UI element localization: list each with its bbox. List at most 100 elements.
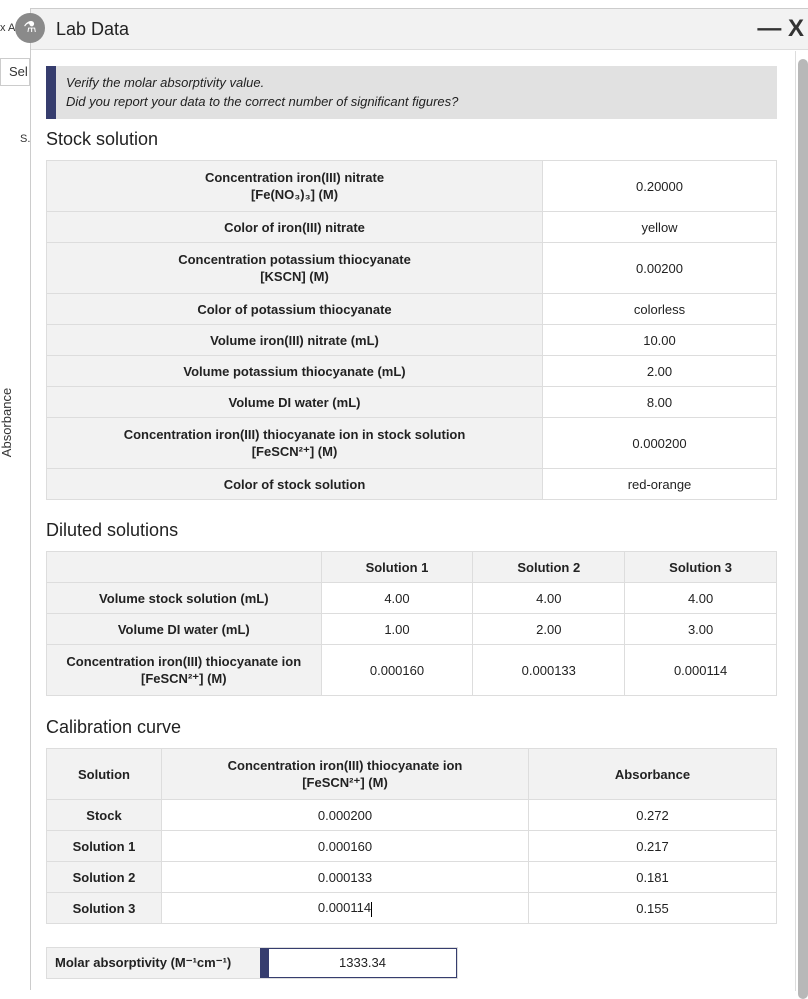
concentration-input[interactable]: 0.000133: [161, 861, 529, 893]
scroll-track: [795, 51, 796, 991]
table-row: Solution 1 0.000160 0.217: [46, 830, 777, 862]
background-label: S.: [20, 133, 31, 145]
row-value: red-orange: [542, 468, 777, 500]
label-unit: [Fe(NO₃)₃] (M): [250, 187, 339, 202]
cell-value: 1.00: [320, 613, 474, 645]
label-text: Volume DI water (mL): [228, 394, 361, 410]
label-text: Volume DI water (mL): [117, 621, 250, 637]
row-value: 10.00: [542, 324, 777, 356]
concentration-value: 0.000133: [317, 869, 373, 885]
row-label: Color of potassium thiocyanate: [46, 293, 543, 325]
header-unit: [FeSCN²⁺] (M): [302, 775, 388, 790]
table-row: Solution 3 0.000114 0.155: [46, 892, 777, 924]
diluted-table: Solution 1 Solution 2 Solution 3 Volume sto…: [46, 551, 777, 696]
feedback-callout: Verify the molar absorptivity value. Did…: [46, 66, 777, 119]
table-row: Volume iron(III) nitrate (mL) 10.00: [46, 324, 777, 356]
table-row: Concentration iron(III) nitrate [Fe(NO₃)₃…: [46, 160, 777, 212]
column-header: Solution 2: [472, 551, 626, 583]
cell-value: 4.00: [624, 582, 777, 614]
label-text: Volume stock solution (mL): [99, 590, 269, 606]
row-value: colorless: [542, 293, 777, 325]
absorbance-value: 0.155: [528, 892, 777, 924]
row-value: 0.00200: [542, 242, 777, 294]
cell-value: 4.00: [472, 582, 626, 614]
cell-value: 3.00: [624, 613, 777, 645]
absorbance-value: 0.181: [528, 861, 777, 893]
concentration-input[interactable]: 0.000160: [161, 830, 529, 862]
accent-bar: [260, 948, 268, 978]
row-value: 0.000200: [542, 417, 777, 469]
table-row: Concentration potassium thiocyanate [KSCN…: [46, 242, 777, 294]
background-axis-label: Absorbance: [0, 387, 15, 458]
title-bar: ⚗ Lab Data — X: [15, 9, 808, 50]
concentration-input[interactable]: 0.000114: [161, 892, 529, 924]
table-header: Solution 1 Solution 2 Solution 3: [46, 551, 777, 583]
table-row: Stock 0.000200 0.272: [46, 799, 777, 831]
row-value: 2.00: [542, 355, 777, 387]
label-text: Color of potassium thiocyanate: [197, 301, 392, 317]
text-cursor: [371, 901, 373, 917]
column-header: Absorbance: [528, 748, 777, 800]
label-unit: [FeSCN²⁺] (M): [251, 444, 338, 459]
label-text: Volume potassium thiocyanate (mL): [183, 363, 406, 379]
cell-value: 0.000114: [624, 644, 777, 696]
lab-data-window: ⚗ Lab Data — X Verify the molar absorpti…: [15, 8, 808, 999]
label-text: Concentration iron(III) thiocyanate ion: [66, 654, 302, 669]
row-label: Color of iron(III) nitrate: [46, 211, 543, 243]
label-text: Concentration iron(III) nitrate: [204, 170, 385, 185]
row-label: Volume DI water (mL): [46, 386, 543, 418]
row-value: yellow: [542, 211, 777, 243]
cell-value: 4.00: [320, 582, 474, 614]
solution-label: Stock: [46, 799, 162, 831]
molar-absorptivity-label: Molar absorptivity (M⁻¹cm⁻¹): [47, 948, 260, 978]
flask-icon: ⚗: [15, 13, 45, 43]
solution-label: Solution 1: [46, 830, 162, 862]
table-row: Concentration iron(III) thiocyanate ion […: [46, 644, 777, 696]
absorbance-value: 0.217: [528, 830, 777, 862]
column-header: Solution 1: [320, 551, 474, 583]
molar-absorptivity-row: Molar absorptivity (M⁻¹cm⁻¹) 1333.34: [46, 947, 458, 979]
calibration-heading: Calibration curve: [46, 717, 182, 737]
table-row: Volume DI water (mL) 8.00: [46, 386, 777, 418]
row-label: Volume DI water (mL): [46, 613, 322, 645]
calibration-table: Solution Concentration iron(III) thiocyan…: [46, 748, 777, 924]
table-row: Volume DI water (mL) 1.00 2.00 3.00: [46, 613, 777, 645]
stock-heading: Stock solution: [46, 129, 159, 149]
table-row: Volume potassium thiocyanate (mL) 2.00: [46, 355, 777, 387]
concentration-value: 0.000160: [317, 838, 373, 854]
table-row: Volume stock solution (mL) 4.00 4.00 4.00: [46, 582, 777, 614]
label-unit: [KSCN] (M): [260, 269, 329, 284]
empty-header: [46, 551, 322, 583]
minimize-button[interactable]: —: [757, 15, 782, 42]
solution-label: Solution 2: [46, 861, 162, 893]
column-header: Concentration iron(III) thiocyanate ion […: [161, 748, 529, 800]
stock-table: Concentration iron(III) nitrate [Fe(NO₃)₃…: [46, 160, 777, 500]
cell-value: 0.000133: [472, 644, 626, 696]
label-text: Color of stock solution: [223, 476, 366, 492]
table-row: Solution 2 0.000133 0.181: [46, 861, 777, 893]
diluted-heading: Diluted solutions: [46, 520, 179, 540]
background-tab: x A: [0, 22, 16, 34]
concentration-value: 0.000114: [317, 900, 372, 916]
close-button[interactable]: X: [787, 15, 804, 42]
row-label: Volume potassium thiocyanate (mL): [46, 355, 543, 387]
table-row: Color of iron(III) nitrate yellow: [46, 211, 777, 243]
table-row: Color of stock solution red-orange: [46, 468, 777, 500]
scrollbar[interactable]: [798, 59, 808, 999]
absorbance-value: 0.272: [528, 799, 777, 831]
cell-value: 2.00: [472, 613, 626, 645]
row-label: Concentration iron(III) thiocyanate ion […: [46, 644, 322, 696]
solution-label: Solution 3: [46, 892, 162, 924]
concentration-input[interactable]: 0.000200: [161, 799, 529, 831]
label-text: Volume iron(III) nitrate (mL): [210, 332, 379, 348]
molar-absorptivity-input[interactable]: 1333.34: [268, 948, 457, 978]
row-label: Concentration potassium thiocyanate [KSCN…: [46, 242, 543, 294]
background-select: Sel: [0, 58, 30, 86]
row-label: Color of stock solution: [46, 468, 543, 500]
row-value: 0.20000: [542, 160, 777, 212]
row-label: Concentration iron(III) nitrate [Fe(NO₃)₃…: [46, 160, 543, 212]
label-text: Concentration potassium thiocyanate: [178, 252, 411, 267]
label-unit: [FeSCN²⁺] (M): [141, 671, 227, 686]
label-text: Concentration iron(III) thiocyanate ion …: [123, 427, 466, 442]
header-text: Concentration iron(III) thiocyanate ion: [227, 758, 463, 773]
